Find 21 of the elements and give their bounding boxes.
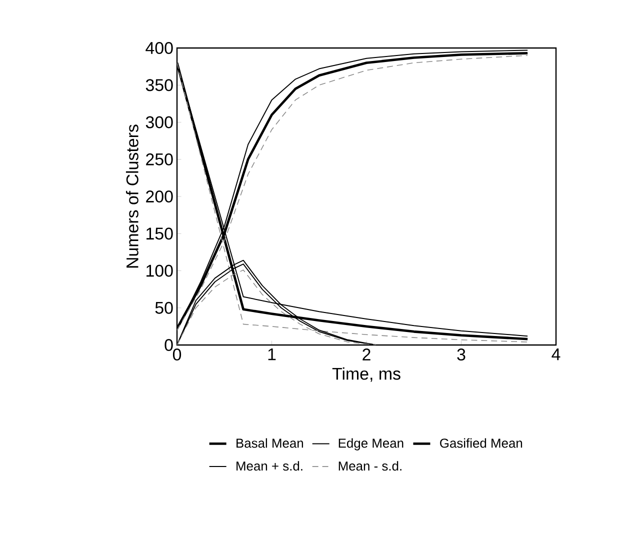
x-tick-label: 1 <box>268 348 276 360</box>
y-tick-label: 350 <box>146 79 173 92</box>
x-tick-label: 0 <box>172 348 182 361</box>
legend-label: Basal Mean <box>236 438 304 448</box>
legend-label: Edge Mean <box>338 438 404 450</box>
x-tick-label: 4 <box>552 348 560 360</box>
legend-label: Gasified Mean <box>440 438 522 448</box>
y-tick-label: 400 <box>146 42 173 54</box>
x-tick-label: 3 <box>457 348 466 361</box>
y-tick-label: 250 <box>146 153 173 166</box>
legend-label: Mean - s.d. <box>338 461 402 471</box>
y-tick-label: 300 <box>146 116 173 128</box>
y-axis-title: Numers of Clusters <box>126 124 138 268</box>
y-tick-label: 150 <box>146 228 173 240</box>
x-tick-label: 2 <box>362 348 370 360</box>
x-axis-title: Time, ms <box>332 367 400 382</box>
y-tick-label: 100 <box>146 264 173 277</box>
legend-label: Mean + s.d. <box>236 461 302 471</box>
y-tick-label: 200 <box>146 190 173 202</box>
y-tick-label: 50 <box>155 302 173 314</box>
y-tick-label: 0 <box>164 338 173 351</box>
